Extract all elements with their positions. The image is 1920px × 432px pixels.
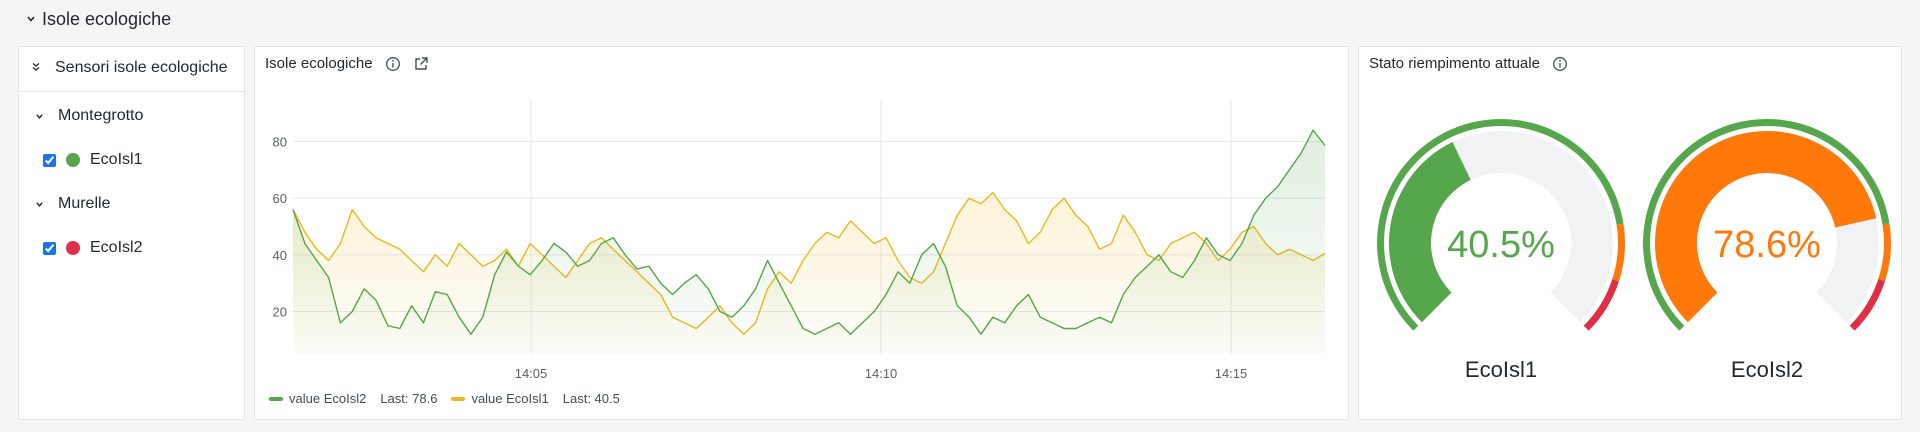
group-murelle[interactable]: Murelle <box>19 182 244 226</box>
gauge-value-text: 40.5% <box>1447 224 1555 266</box>
panel-header: Stato riempimento attuale <box>1369 55 1568 72</box>
sensor-list-panel: Sensori isole ecologiche Montegrotto Eco… <box>18 46 245 420</box>
sensor-label: EcoIsl1 <box>90 151 143 168</box>
row-title: Isole ecologiche <box>42 8 172 29</box>
gauge-panel: Stato riempimento attuale 40.5% EcoIsl1 78… <box>1358 46 1902 420</box>
gauge-value-text: 78.6% <box>1713 224 1821 266</box>
chevron-down-icon <box>36 113 43 119</box>
chevron-down-icon <box>36 201 43 207</box>
x-tick-label: 14:15 <box>1215 366 1248 381</box>
legend-last-value: Last: 78.6 <box>380 391 438 406</box>
series-area <box>293 130 1325 354</box>
panel-title: Stato riempimento attuale <box>1369 55 1540 72</box>
legend-item-ecoisl2[interactable]: value EcoIsl2 Last: 78.6 <box>269 391 437 406</box>
row-header[interactable]: Isole ecologiche <box>26 6 171 32</box>
series-line <box>292 191 1326 335</box>
legend-item-ecoisl1[interactable]: value EcoIsl1 Last: 40.5 <box>451 391 620 406</box>
group-label: Murelle <box>58 195 111 212</box>
gauge-threshold-band <box>1849 279 1885 331</box>
info-icon[interactable] <box>385 56 401 72</box>
y-tick-label: 20 <box>273 305 287 320</box>
y-tick-label: 40 <box>273 248 287 263</box>
legend-swatch <box>451 396 466 401</box>
group-montegrotto[interactable]: Montegrotto <box>19 94 244 138</box>
y-tick-label: 60 <box>273 191 287 206</box>
legend-series-name: value EcoIsl2 <box>289 391 367 406</box>
timeseries-chart[interactable]: 20 40 60 80 14:05 14:10 14:15 <box>255 47 1350 421</box>
info-icon[interactable] <box>1552 56 1568 72</box>
gauge-threshold-band <box>1642 118 1890 331</box>
x-tick-label: 14:10 <box>865 366 898 381</box>
group-label: Montegrotto <box>58 107 144 124</box>
gauge-value-arc <box>1655 131 1877 323</box>
sensor-checkbox-ecoisl2[interactable] <box>43 241 56 255</box>
gauge-threshold-band <box>1377 118 1624 331</box>
sensor-list-header[interactable]: Sensori isole ecologiche <box>19 47 244 92</box>
status-dot <box>66 241 80 255</box>
chart-legend: value EcoIsl2 Last: 78.6 value EcoIsl1 L… <box>269 391 620 406</box>
gauge-name: EcoIsl2 <box>1731 357 1803 382</box>
legend-last-value: Last: 40.5 <box>562 391 620 406</box>
status-dot <box>66 153 80 167</box>
external-link-icon[interactable] <box>413 56 429 72</box>
gauge-name: EcoIsl1 <box>1465 357 1537 382</box>
gauges: 40.5% EcoIsl1 78.6% EcoIsl2 <box>1377 118 1891 382</box>
x-tick-label: 14:05 <box>515 366 548 381</box>
sensor-checkbox-ecoisl1[interactable] <box>43 153 56 167</box>
sensor-item-ecoisl2: EcoIsl2 <box>19 226 244 270</box>
double-chevron-down-icon <box>32 62 40 71</box>
series-line <box>292 129 1326 335</box>
legend-series-name: value EcoIsl1 <box>471 391 549 406</box>
panel-header: Isole ecologiche <box>265 55 429 72</box>
gauge-value-arc <box>1389 142 1471 323</box>
chevron-down-icon <box>27 16 35 22</box>
gauge-threshold-band <box>1583 279 1619 331</box>
gauge-threshold-band <box>1612 223 1625 282</box>
y-tick-label: 80 <box>273 135 287 150</box>
sensor-label: EcoIsl2 <box>90 239 143 256</box>
sensor-list-title: Sensori isole ecologiche <box>55 59 228 76</box>
sensor-item-ecoisl1: EcoIsl1 <box>19 138 244 182</box>
gauge-threshold-band <box>1878 223 1891 282</box>
timeseries-panel: 20 40 60 80 14:05 14:10 14:15 Isole ecologiche… <box>254 46 1349 420</box>
legend-swatch <box>269 396 283 401</box>
panel-title: Isole ecologiche <box>265 55 373 72</box>
